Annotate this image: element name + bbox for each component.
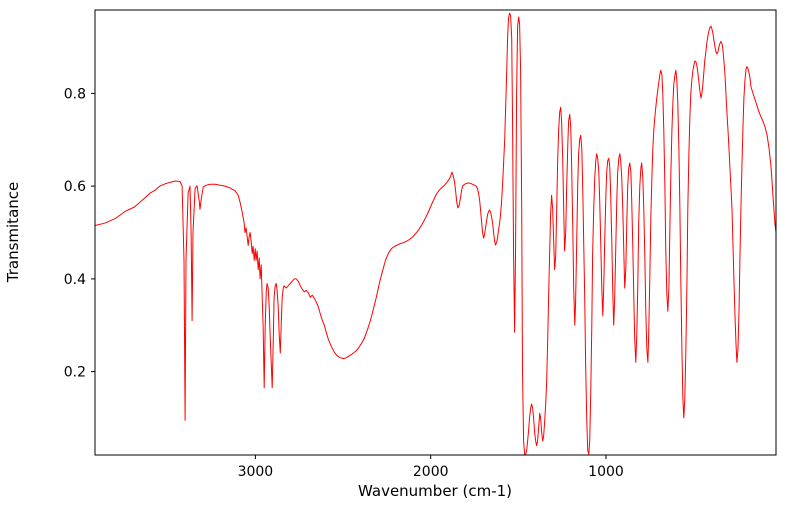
- x-tick-label: 2000: [413, 464, 449, 480]
- y-tick-label: 0.2: [64, 365, 86, 381]
- x-axis-label: Wavenumber (cm-1): [358, 482, 512, 500]
- y-tick-label: 0.4: [64, 272, 86, 288]
- y-axis-ticks: 0.2 0.4 0.6 0.8: [64, 86, 95, 381]
- x-tick-label: 1000: [588, 464, 624, 480]
- x-axis-ticks: 3000 2000 1000: [238, 455, 624, 480]
- y-tick-label: 0.8: [64, 86, 86, 102]
- spectrum-line: [94, 12, 777, 455]
- plot-area: [95, 10, 776, 455]
- axes-frame: [94, 9, 777, 456]
- y-axis-label: Transmitance: [4, 182, 22, 283]
- y-tick-label: 0.6: [64, 179, 86, 195]
- x-tick-label: 3000: [238, 464, 274, 480]
